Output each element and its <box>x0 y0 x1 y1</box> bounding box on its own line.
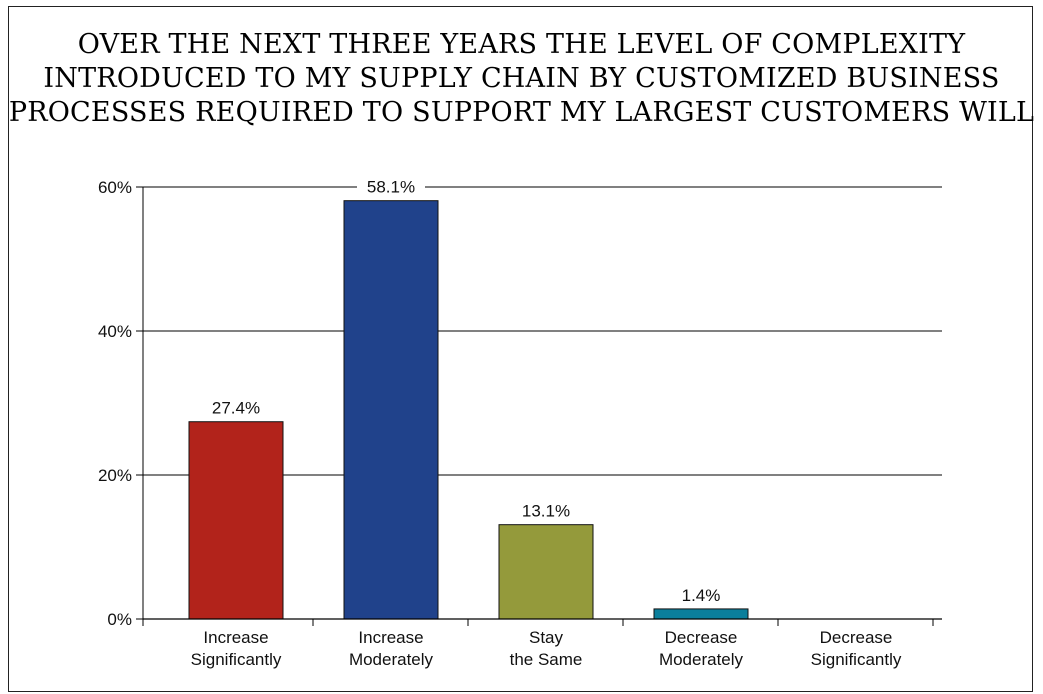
bar <box>498 524 594 620</box>
y-tick-label: 0% <box>107 610 132 629</box>
x-tick-label: Moderately <box>349 650 434 669</box>
data-label: 13.1% <box>522 502 570 521</box>
chart-title-line-1: OVER THE NEXT THREE YEARS THE LEVEL OF C… <box>77 29 966 60</box>
chart-title: OVER THE NEXT THREE YEARS THE LEVEL OF C… <box>0 28 1043 130</box>
chart-title-line-2: INTRODUCED TO MY SUPPLY CHAIN BY CUSTOMI… <box>43 63 1000 94</box>
x-tick-label: Stay <box>529 628 564 647</box>
data-label: 58.1% <box>367 178 415 197</box>
x-tick-label: Significantly <box>191 650 282 669</box>
x-tick-label: Increase <box>358 628 423 647</box>
bar <box>188 421 284 620</box>
x-tick-label: the Same <box>510 650 583 669</box>
y-tick-label: 20% <box>98 466 132 485</box>
bar <box>653 608 749 620</box>
x-tick-label: Significantly <box>811 650 902 669</box>
chart-title-line-3: PROCESSES REQUIRED TO SUPPORT MY LARGEST… <box>8 97 1035 128</box>
x-tick-label: Increase <box>203 628 268 647</box>
bar <box>343 200 439 620</box>
data-label: 1.4% <box>682 586 721 605</box>
data-label-bg <box>357 174 425 197</box>
x-tick-label: Decrease <box>665 628 738 647</box>
y-tick-label: 40% <box>98 322 132 341</box>
x-tick-label: Decrease <box>820 628 893 647</box>
y-tick-label: 60% <box>98 178 132 197</box>
x-tick-label: Moderately <box>659 650 744 669</box>
data-label: 27.4% <box>212 399 260 418</box>
